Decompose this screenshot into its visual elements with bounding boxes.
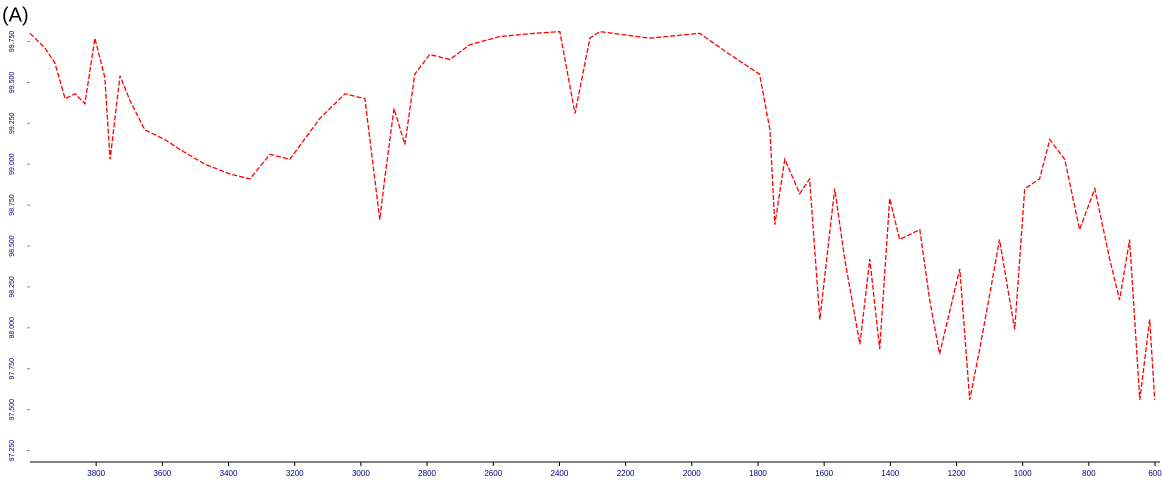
x-tick-label: 1600	[815, 469, 833, 478]
x-tick-label: 600	[1148, 469, 1162, 478]
x-tick-label: 3200	[286, 469, 304, 478]
x-tick-label: 2600	[484, 469, 502, 478]
x-tick-label: 800	[1082, 469, 1096, 478]
x-tick-label: 2800	[418, 469, 436, 478]
y-tick-label: 98.750	[9, 194, 16, 216]
x-tick-label: 3000	[352, 469, 370, 478]
x-tick-label: 1000	[1014, 469, 1032, 478]
x-tick-label: 2400	[551, 469, 569, 478]
y-tick-label: 97.500	[9, 399, 16, 421]
y-tick-label: 99.750	[9, 31, 16, 53]
y-tick-label: 99.000	[9, 153, 16, 175]
y-tick-label: 97.250	[9, 440, 16, 462]
x-tick-label: 3800	[87, 469, 105, 478]
y-tick-label: 98.000	[9, 317, 16, 339]
y-tick-label: 98.250	[9, 276, 16, 298]
y-tick-label: 99.500	[9, 72, 16, 94]
y-tick-label: 98.500	[9, 235, 16, 257]
x-tick-label: 1200	[948, 469, 966, 478]
x-tick-label: 2200	[617, 469, 635, 478]
y-tick-label: 97.750	[9, 358, 16, 380]
x-tick-label: 2000	[683, 469, 701, 478]
chart-title: (A)	[2, 4, 29, 26]
x-tick-label: 3400	[220, 469, 238, 478]
y-tick-label: 99.250	[9, 112, 16, 134]
spectrum-line	[29, 30, 1156, 400]
x-tick-label: 3600	[153, 469, 171, 478]
x-tick-label: 1800	[749, 469, 767, 478]
x-tick-label: 1400	[881, 469, 899, 478]
